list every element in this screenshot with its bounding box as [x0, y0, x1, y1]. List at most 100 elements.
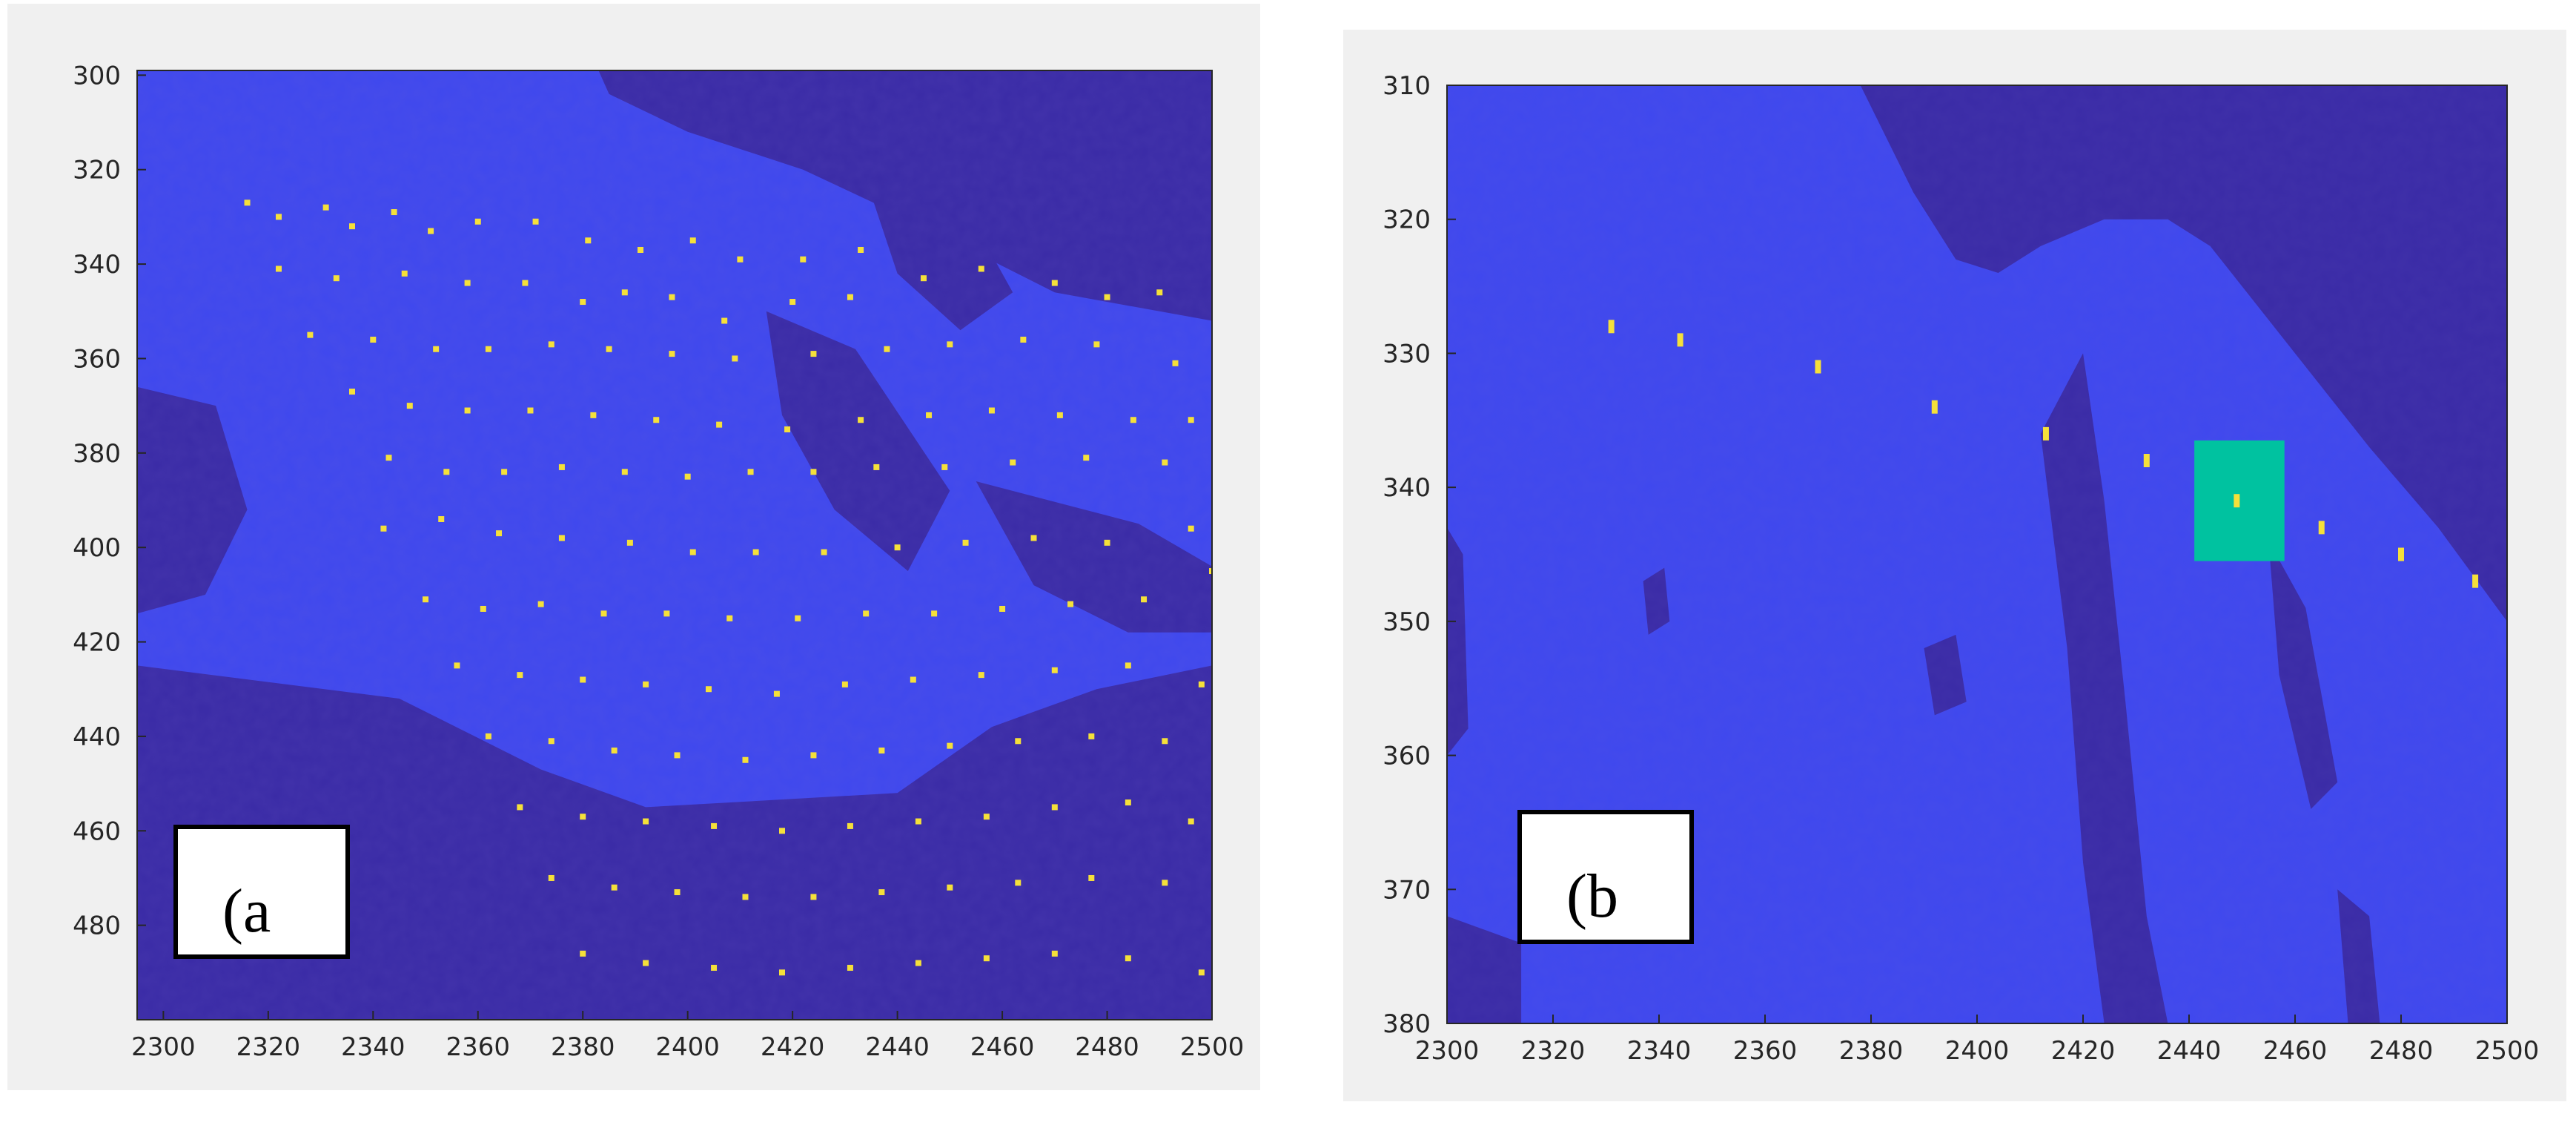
- panel-b-xtick-label-5: 2400: [1945, 1036, 2010, 1066]
- panel-a-marker-10: [689, 237, 696, 244]
- panel-a-marker-34: [548, 341, 554, 348]
- panel-a-marker-80: [962, 539, 969, 546]
- panel-a-marker-134: [742, 894, 749, 900]
- panel-a-marker-61: [558, 464, 565, 470]
- panel-a-xtick-label-3: 2360: [446, 1032, 510, 1062]
- panel-a-marker-115: [878, 748, 885, 754]
- panel-a-marker-128: [1051, 804, 1058, 811]
- panel-a-marker-67: [941, 464, 948, 470]
- panel-a-marker-104: [910, 676, 916, 683]
- panel-a-xtick-label-10: 2500: [1180, 1032, 1245, 1062]
- panel-a-marker-77: [752, 549, 759, 555]
- panel-a-marker-116: [947, 742, 953, 749]
- panel-a-marker-17: [464, 280, 471, 286]
- panel-a-marker-45: [406, 403, 413, 409]
- panel-a-marker-8: [585, 237, 592, 244]
- panel-b-xtick-label-2: 2340: [1627, 1036, 1692, 1066]
- panel-a-marker-43: [1172, 360, 1179, 366]
- panel-a-xtick-label-5: 2400: [655, 1032, 720, 1062]
- panel-a-marker-0: [244, 199, 251, 206]
- panel-a-marker-62: [621, 469, 628, 475]
- panel-a-markers: [244, 199, 1212, 976]
- panel-a-marker-52: [858, 417, 864, 423]
- panel-a-ytick-label-9: 480: [73, 911, 121, 941]
- panel-b-ytick-label-2: 330: [1383, 339, 1431, 369]
- panel-a-marker-70: [1162, 459, 1168, 466]
- panel-a-marker-69: [1083, 455, 1090, 461]
- panel-a-marker-101: [705, 686, 712, 693]
- panel-a-marker-16: [401, 270, 408, 277]
- panel-a-marker-83: [1188, 525, 1194, 532]
- panel-b-xtick-label-7: 2440: [2157, 1036, 2222, 1066]
- panel-b-xtick-label-0: 2300: [1415, 1036, 1480, 1066]
- panel-a-marker-90: [795, 615, 801, 621]
- panel-a-marker-140: [1162, 880, 1168, 886]
- panel-a-marker-114: [810, 752, 817, 759]
- panel-a-ytick-label-3: 360: [73, 344, 121, 374]
- panel-a-marker-84: [423, 596, 429, 603]
- panel-b-xtick-label-8: 2460: [2263, 1036, 2328, 1066]
- panel-a-marker-107: [1125, 662, 1131, 669]
- panel-a-marker-122: [643, 818, 649, 825]
- panel-a-marker-49: [653, 417, 660, 423]
- panel-a-xtick-label-7: 2440: [865, 1032, 930, 1062]
- panel-a-marker-118: [1088, 733, 1095, 739]
- panel-a-marker-92: [931, 610, 938, 617]
- panel-b-marker-6: [2234, 494, 2240, 508]
- panel-b-y-ticks: 310 320 330 340 350 360 370 380: [1383, 71, 1456, 1039]
- panel-a-marker-130: [1188, 818, 1194, 825]
- panel-a-marker-13: [858, 246, 864, 253]
- panel-b-axes-frame: [1446, 85, 2508, 1024]
- panel-a-marker-141: [580, 950, 586, 957]
- panel-a-xtick-label-8: 2460: [970, 1032, 1035, 1062]
- panel-b-label-box: [1517, 810, 1694, 944]
- panel-a-marker-112: [674, 752, 681, 759]
- panel-a-marker-108: [1198, 681, 1205, 687]
- panel-a-marker-59: [443, 469, 450, 475]
- panel-b-marker-5: [2143, 454, 2150, 467]
- panel-a-xtick-label-6: 2420: [761, 1032, 825, 1062]
- panel-a-xtick-label-4: 2380: [551, 1032, 615, 1062]
- panel-a-marker-103: [841, 681, 848, 687]
- panel-a-marker-55: [1056, 412, 1063, 418]
- panel-b-marker-3: [1931, 400, 1938, 414]
- panel-a-marker-106: [1051, 667, 1058, 673]
- panel-b-xtick-label-3: 2360: [1733, 1036, 1798, 1066]
- panel-b-xtick-label-6: 2420: [2051, 1036, 2116, 1066]
- panel-a-marker-93: [999, 605, 1006, 612]
- panel-b-ytick-label-4: 350: [1383, 607, 1431, 637]
- panel-b-ytick-label-1: 320: [1383, 205, 1431, 235]
- panel-a-label: (a: [222, 877, 271, 946]
- panel-a-marker-131: [548, 874, 554, 881]
- panel-a-marker-111: [611, 748, 617, 754]
- panel-b-xtick-label-1: 2320: [1521, 1036, 1586, 1066]
- panel-a-marker-56: [1130, 417, 1136, 423]
- panel-a-marker-37: [732, 355, 738, 362]
- panel-a-marker-9: [638, 246, 644, 253]
- panel-a-marker-27: [1051, 280, 1058, 286]
- panel-a-marker-88: [663, 610, 670, 617]
- panel-a-marker-123: [711, 822, 718, 829]
- panel-a-marker-76: [689, 549, 696, 555]
- panel-a-marker-147: [983, 955, 990, 962]
- panel-a-marker-64: [747, 469, 754, 475]
- panel-a-marker-137: [947, 884, 953, 891]
- panel-b-marker-8: [2398, 547, 2404, 561]
- panel-a-marker-72: [438, 515, 445, 522]
- panel-a-marker-50: [716, 421, 723, 428]
- panel-b-x-ticks: 2300 2320 2340 2360 2380 2400 2420 2440 2460 2480…: [1415, 1015, 2539, 1066]
- panel-a-marker-63: [684, 473, 691, 480]
- panel-b-ytick-label-5: 360: [1383, 742, 1431, 771]
- panel-a-marker-144: [779, 969, 785, 976]
- panel-a-marker-44: [349, 389, 355, 395]
- panel-a-marker-38: [810, 351, 817, 357]
- panel-a-marker-117: [1015, 738, 1022, 745]
- panel-a-marker-75: [626, 539, 633, 546]
- panel-a-marker-23: [789, 299, 796, 306]
- panel-b: 2300 2320 2340 2360 2380 2400 2420 2440 2460 2480…: [1343, 30, 2566, 1101]
- panel-a-marker-36: [669, 351, 675, 357]
- panel-a-ytick-label-1: 320: [73, 156, 121, 185]
- panel-a-marker-74: [558, 535, 565, 541]
- panel-a-marker-78: [821, 549, 827, 555]
